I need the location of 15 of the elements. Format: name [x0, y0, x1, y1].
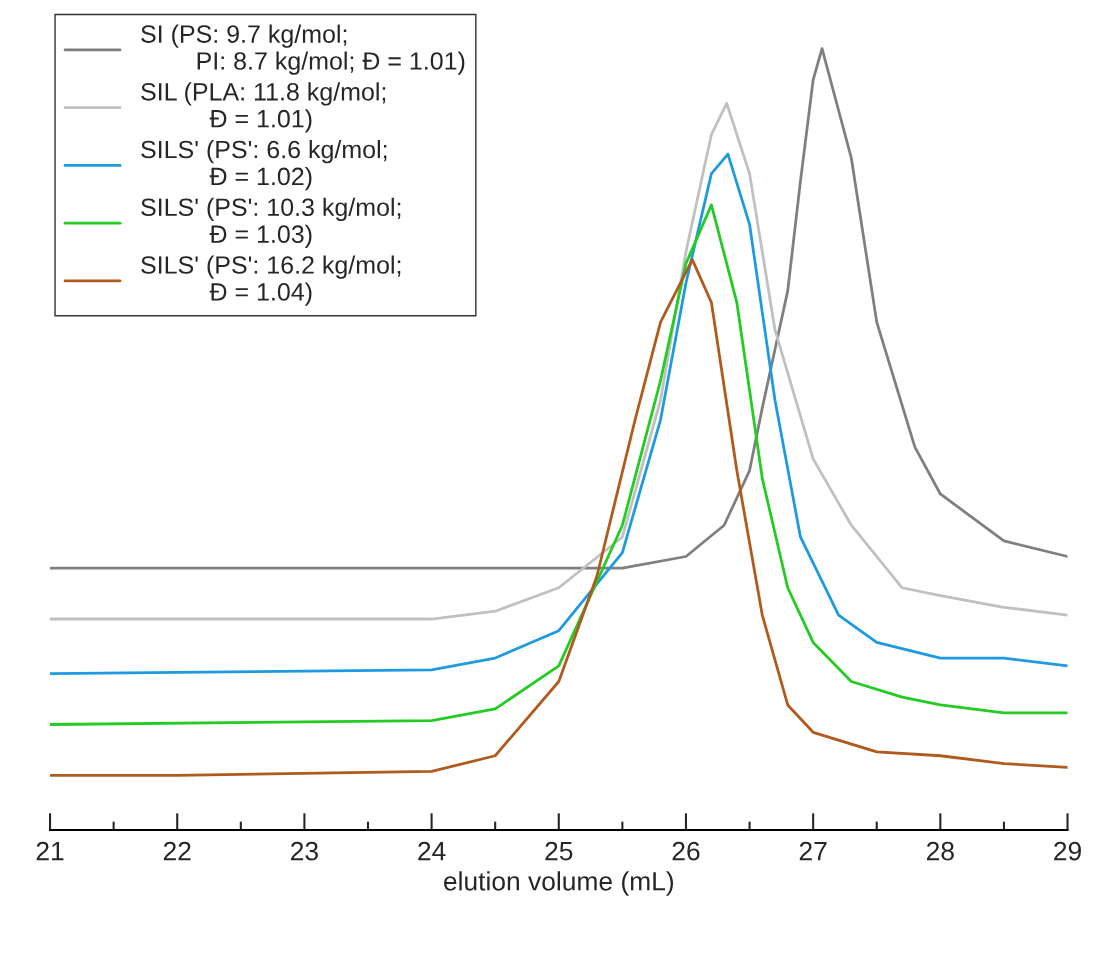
x-tick-label: 24 [418, 841, 446, 861]
x-axis-title: elution volume (mL) [444, 871, 674, 896]
x-tick-label: 29 [1054, 841, 1081, 861]
x-tick-label: 25 [545, 841, 573, 861]
x-tick-label: 23 [291, 841, 318, 861]
x-tick-label: 26 [672, 841, 700, 861]
x-tick-label: 28 [926, 841, 954, 861]
x-tick-label: 22 [163, 841, 191, 861]
legend-label: SILS' (PS': 16.2 kg/mol; Đ = 1.04) [141, 255, 401, 306]
legend-label: SIL (PLA: 11.8 kg/mol; Đ = 1.01) [141, 82, 386, 133]
x-tick-label: 27 [799, 841, 827, 861]
legend-label: SILS' (PS': 10.3 kg/mol; Đ = 1.03) [141, 197, 401, 248]
legend-label: SI (PS: 9.7 kg/mol; PI: 8.7 kg/mol; Đ = 1.01) [141, 24, 465, 75]
legend-label: SILS' (PS': 6.6 kg/mol; Đ = 1.02) [141, 140, 387, 191]
x-tick-label: 21 [36, 841, 64, 861]
